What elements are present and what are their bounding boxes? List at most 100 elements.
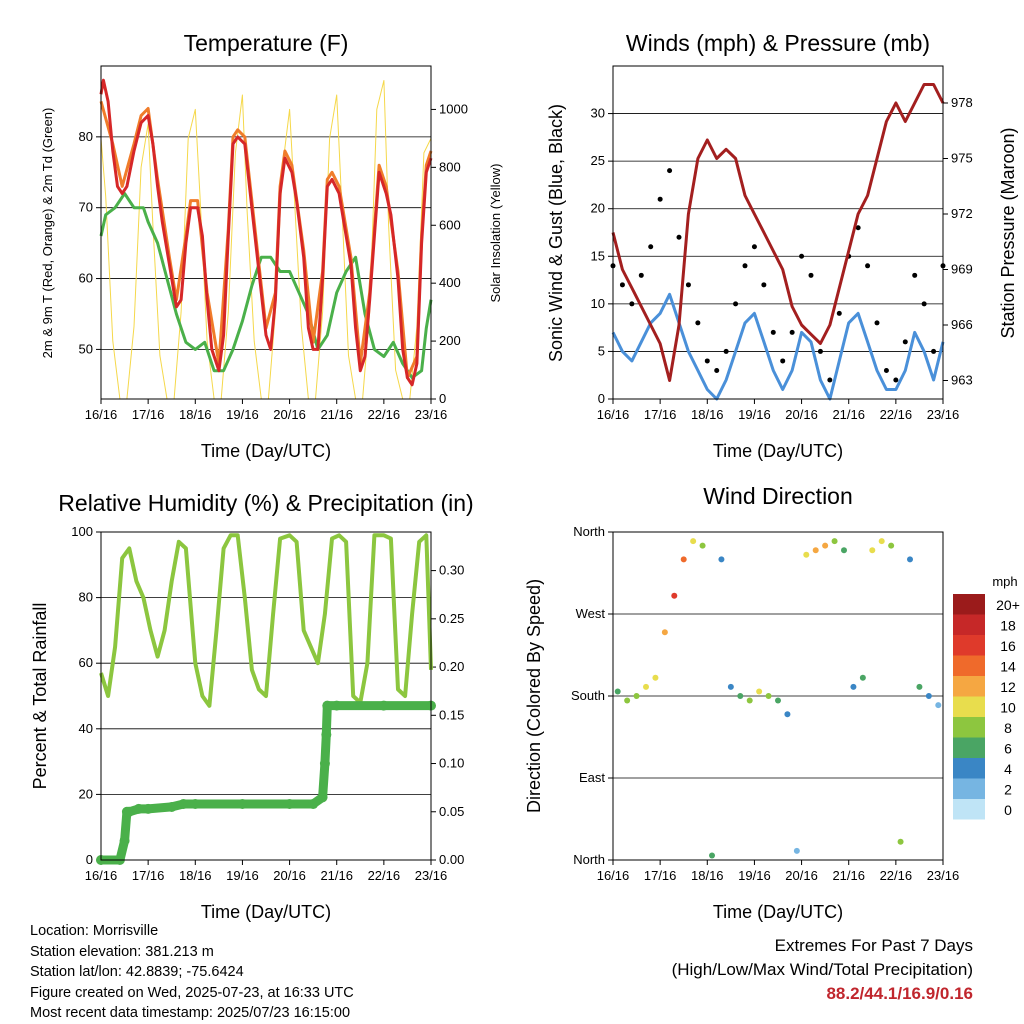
y-right-tick-label: 600 — [439, 217, 461, 232]
legend-swatch — [953, 676, 985, 697]
plot-frame — [612, 531, 944, 861]
elevation-text: Station elevation: 381.213 m — [30, 943, 214, 960]
rainfall-point — [190, 799, 201, 810]
gust-point — [685, 282, 691, 288]
y-right-tick-label: 975 — [951, 151, 973, 166]
gust-point — [799, 253, 805, 259]
gust-point — [921, 301, 927, 307]
x-tick-label: 23/16 — [415, 868, 448, 883]
x-tick-label: 20/16 — [785, 868, 818, 883]
y-tick-label: East — [579, 770, 605, 785]
direction-point — [803, 551, 810, 558]
legend-label: 0 — [1004, 802, 1012, 818]
gust-point — [902, 339, 908, 345]
legend-swatch — [953, 778, 985, 799]
direction-point — [661, 629, 668, 636]
legend-swatch — [953, 594, 985, 615]
plot-frame — [612, 65, 944, 400]
y-right-tick-label: 978 — [951, 95, 973, 110]
direction-point — [699, 542, 706, 549]
legend-label: 6 — [1004, 741, 1012, 757]
gust-point — [714, 367, 720, 373]
gust-point — [836, 310, 842, 316]
gust-point — [808, 272, 814, 278]
y-tick-label: 70 — [79, 200, 93, 215]
direction-point — [841, 547, 847, 554]
y-tick-label: 80 — [79, 129, 93, 144]
x-tick-label: 17/16 — [132, 868, 165, 883]
y-tick-label: 10 — [591, 296, 605, 311]
rainfall-point — [124, 806, 135, 817]
rainfall-point — [319, 758, 330, 769]
legend-label: 2 — [1004, 782, 1012, 798]
x-tick-label: 18/16 — [691, 868, 724, 883]
gust-point — [751, 244, 757, 250]
rainfall-point — [166, 801, 177, 812]
y-right-tick-label: 0.30 — [439, 563, 464, 578]
station-info: Location: Morrisville Station elevation:… — [30, 921, 354, 1024]
direction-point — [746, 697, 753, 704]
y-right-tick-label: 963 — [951, 373, 973, 388]
legend-label: 16 — [1000, 638, 1016, 654]
gust-point — [912, 272, 918, 278]
direction-point — [822, 542, 829, 549]
sonic-wind-line — [611, 292, 945, 401]
x-tick-label: 22/16 — [880, 868, 913, 883]
humidity-title: Relative Humidity (%) & Precipitation (i… — [58, 490, 473, 516]
x-tick-label: 18/16 — [179, 868, 212, 883]
gust-point — [893, 377, 899, 383]
y-tick-label: 20 — [591, 201, 605, 216]
winds-ylabel: Sonic Wind & Gust (Blue, Black) — [546, 104, 566, 362]
rainfall-point — [119, 835, 130, 846]
legend-label: 4 — [1004, 761, 1012, 777]
gust-point — [789, 329, 795, 335]
y-tick-label: 5 — [598, 343, 605, 358]
legend-label: 10 — [1000, 700, 1016, 716]
humidity-ylabel: Percent & Total Rainfall — [30, 603, 50, 790]
direction-point — [888, 542, 895, 549]
plot-frame — [100, 531, 432, 861]
t2m-line — [99, 78, 433, 387]
wind-direction-ylabel: Direction (Colored By Speed) — [524, 579, 544, 813]
gust-point — [695, 320, 701, 326]
gust-point — [667, 168, 673, 174]
direction-point — [765, 693, 772, 699]
latlon-text: Station lat/lon: 42.8839; -75.6424 — [30, 964, 244, 980]
direction-point — [935, 702, 942, 709]
rainfall-point — [133, 803, 144, 814]
gust-point — [657, 196, 663, 202]
y-right-tick-label: 0.15 — [439, 707, 464, 722]
legend-swatch — [953, 737, 985, 758]
gust-point — [676, 234, 682, 240]
x-tick-label: 18/16 — [691, 407, 724, 422]
legend-swatch — [953, 799, 985, 820]
extremes-box: Extremes For Past 7 Days (High/Low/Max W… — [672, 934, 973, 1006]
direction-point — [812, 547, 819, 554]
winds-panel: Winds (mph) & Pressure (mb) 0 5 10 15 20 25 30… — [546, 30, 1018, 461]
y-right-tick-label: 0.25 — [439, 611, 464, 626]
direction-point — [624, 697, 631, 704]
gust-point — [629, 301, 635, 307]
x-tick-label: 23/16 — [927, 868, 960, 883]
pressure-line — [611, 83, 945, 382]
legend-swatch — [953, 717, 985, 738]
direction-point — [690, 538, 697, 545]
direction-point — [831, 538, 838, 545]
humidity-line — [99, 533, 433, 708]
x-tick-label: 19/16 — [226, 407, 259, 422]
x-tick-label: 19/16 — [738, 868, 771, 883]
rainfall-point — [178, 799, 189, 810]
plot-frame — [100, 65, 432, 400]
x-tick-label: 22/16 — [368, 868, 401, 883]
legend-swatch — [953, 758, 985, 779]
y-tick-label: 60 — [79, 655, 93, 670]
x-tick-label: 21/16 — [320, 407, 353, 422]
y-tick-label: South — [571, 688, 605, 703]
gust-point — [619, 282, 625, 288]
extremes-title: Extremes For Past 7 Days — [774, 936, 973, 955]
y-tick-label: 50 — [79, 341, 93, 356]
y-tick-label: 100 — [71, 524, 93, 539]
winds-xlabel: Time (Day/UTC) — [713, 441, 843, 461]
x-tick-label: 22/16 — [880, 407, 913, 422]
gust-point — [780, 358, 786, 364]
